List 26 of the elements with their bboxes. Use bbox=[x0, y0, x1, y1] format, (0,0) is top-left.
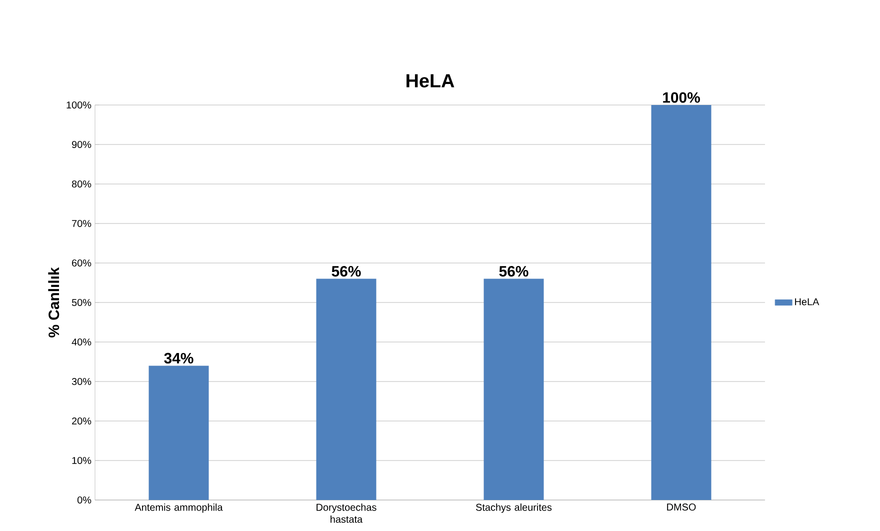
data-label: 56% bbox=[499, 266, 528, 277]
y-tick-label: 90% bbox=[72, 140, 92, 148]
y-tick-label: 0% bbox=[77, 496, 92, 504]
y-tick-label: 70% bbox=[72, 220, 92, 228]
x-tick-label: Stachys aleurites bbox=[476, 504, 552, 513]
y-tick-label: 10% bbox=[72, 456, 92, 464]
y-tick-label: 20% bbox=[72, 417, 92, 425]
y-tick-label: 50% bbox=[72, 298, 92, 306]
y-tick-label: 100% bbox=[66, 101, 92, 109]
y-tick-label: 40% bbox=[72, 338, 92, 346]
legend-label: HeLA bbox=[795, 298, 820, 306]
data-label: 34% bbox=[164, 352, 194, 364]
y-tick-label: 60% bbox=[72, 259, 92, 267]
data-label: 56% bbox=[332, 266, 361, 277]
y-tick-label: 80% bbox=[72, 180, 92, 188]
bar bbox=[148, 366, 209, 500]
x-tick-label: Antemis ammophila bbox=[134, 504, 223, 513]
bar bbox=[484, 278, 544, 500]
x-tick-label: DMSO bbox=[667, 504, 696, 511]
y-axis-title: % Canlılık bbox=[48, 267, 60, 338]
chart-title: HeLA bbox=[406, 74, 454, 88]
y-tick-label: 30% bbox=[72, 378, 92, 386]
bar bbox=[316, 278, 376, 500]
bar bbox=[651, 104, 712, 500]
x-tick-label: Dorystoechas hastata bbox=[316, 504, 376, 523]
data-label: 100% bbox=[663, 92, 700, 103]
